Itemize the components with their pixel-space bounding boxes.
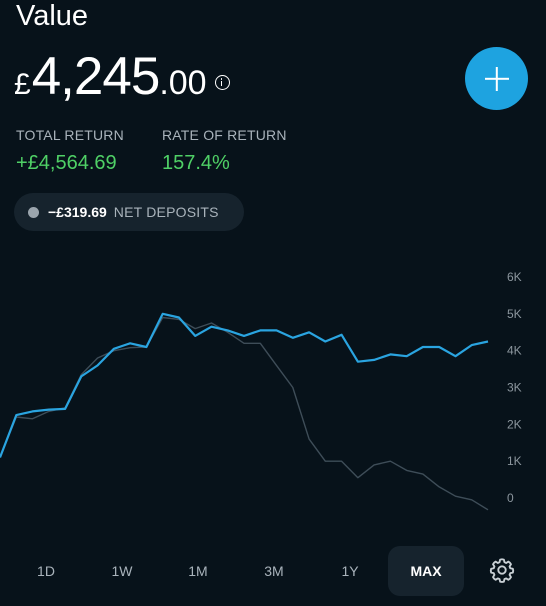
net-deposits-label: NET DEPOSITS [113, 204, 219, 220]
y-tick-label: 3K [507, 381, 522, 395]
y-tick-label: 4K [507, 344, 522, 358]
currency-symbol: £ [14, 68, 31, 101]
net-deposits-series-line [0, 316, 489, 511]
rate-of-return: RATE OF RETURN 157.4% [162, 126, 287, 175]
y-tick-label: 1K [507, 454, 522, 468]
net-deposits-toggle[interactable]: −£319.69 NET DEPOSITS [14, 193, 244, 231]
net-deposits-dot [28, 206, 39, 218]
total-return-label: TOTAL RETURN [16, 127, 124, 143]
info-icon[interactable] [214, 75, 230, 90]
value-series-line [0, 312, 489, 458]
y-tick-label: 5K [507, 307, 522, 321]
rate-of-return-value: 157.4% [162, 152, 230, 174]
portfolio-value: £ 4,245 .00 [14, 46, 230, 106]
range-3m[interactable]: 3M [264, 563, 284, 579]
value-minor: .00 [159, 64, 207, 102]
value-major: 4,245 [31, 47, 161, 106]
range-1d[interactable]: 1D [37, 563, 55, 579]
range-selector: 1D 1W 1M 3M 1Y MAX [0, 546, 546, 596]
page-title: Value [16, 0, 89, 32]
range-1m[interactable]: 1M [188, 563, 208, 579]
y-tick-label: 0 [507, 491, 514, 505]
add-button[interactable] [465, 47, 528, 110]
rate-of-return-label: RATE OF RETURN [162, 127, 287, 143]
total-return-value: +£4,564.69 [16, 152, 117, 174]
total-return: TOTAL RETURN +£4,564.69 [16, 126, 124, 175]
net-deposits-amount: −£319.69 [48, 204, 107, 220]
range-1y[interactable]: 1Y [341, 563, 359, 579]
range-max[interactable]: MAX [388, 546, 464, 596]
y-tick-label: 2K [507, 417, 522, 431]
gear-icon[interactable] [488, 556, 516, 584]
range-1w[interactable]: 1W [111, 563, 133, 579]
y-tick-label: 6K [507, 270, 522, 284]
